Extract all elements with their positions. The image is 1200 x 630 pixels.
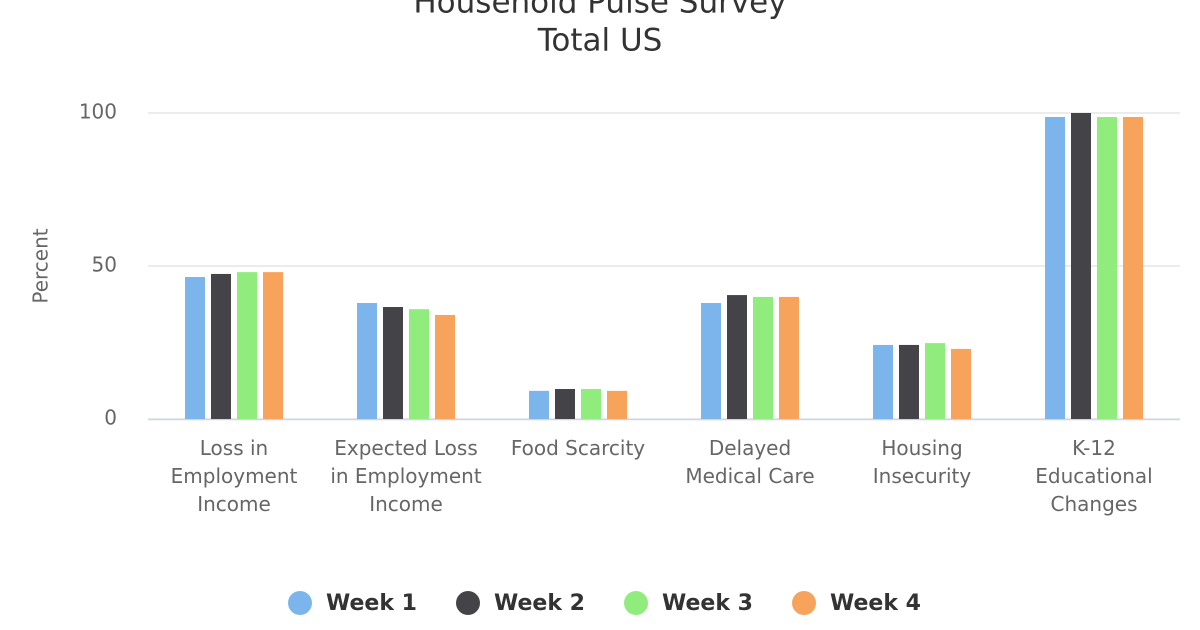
legend-marker <box>624 591 648 615</box>
bar <box>951 348 971 419</box>
bar <box>899 344 919 419</box>
bar <box>779 296 799 419</box>
bar <box>409 309 429 419</box>
y-tick-label: 100 <box>79 100 117 124</box>
bar <box>1123 116 1143 419</box>
x-tick-label: Loss in Employment Income <box>170 436 298 516</box>
bar <box>701 303 721 419</box>
x-tick-label: Housing Insecurity <box>872 436 972 488</box>
bar <box>529 390 549 419</box>
bar <box>555 389 575 419</box>
bar <box>727 295 747 419</box>
x-tick-label: Delayed Medical Care <box>685 436 815 488</box>
chart-title: Household Pulse Survey <box>413 0 786 21</box>
y-tick-label: 50 <box>92 253 117 277</box>
bar <box>211 273 231 419</box>
bar <box>753 296 773 419</box>
x-tick-label: Food Scarcity <box>510 436 646 460</box>
legend-label: Week 1 <box>326 591 417 616</box>
bar <box>607 390 627 419</box>
legend-marker <box>456 591 480 615</box>
x-tick-label: K-12 Educational Changes <box>1035 436 1153 516</box>
bar <box>383 307 403 419</box>
legend-marker <box>792 591 816 615</box>
chart-subtitle: Total US <box>537 23 663 59</box>
legend-marker <box>288 591 312 615</box>
y-tick-label: 0 <box>104 406 117 430</box>
legend-label: Week 4 <box>830 591 921 616</box>
bar <box>435 314 455 419</box>
bar <box>237 272 257 419</box>
bar <box>1097 116 1117 419</box>
bar <box>263 272 283 419</box>
bar <box>581 389 601 419</box>
legend-label: Week 2 <box>494 591 585 616</box>
bar <box>1045 116 1065 419</box>
bar <box>1071 113 1091 419</box>
bar <box>185 277 205 419</box>
bar <box>873 344 893 419</box>
x-tick-label: Expected Loss in Employment Income <box>330 436 482 516</box>
bar <box>357 303 377 419</box>
y-axis-title: Percent <box>29 228 53 303</box>
legend-label: Week 3 <box>662 591 753 616</box>
bar <box>925 343 945 419</box>
